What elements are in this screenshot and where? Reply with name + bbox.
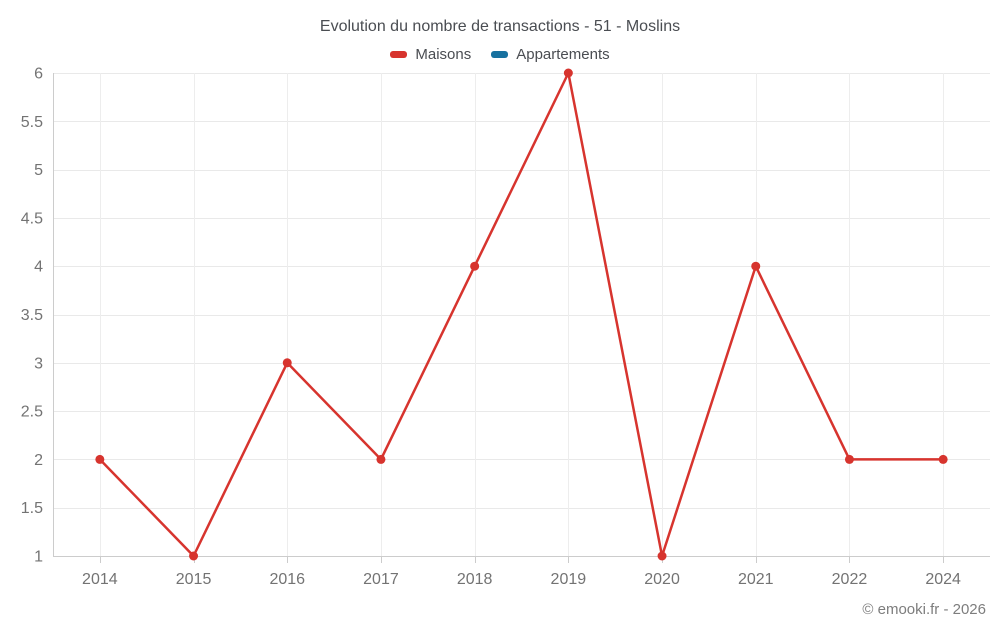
- maisons-data-point[interactable]: [95, 454, 105, 464]
- legend-item-appartements[interactable]: Appartements: [491, 46, 610, 63]
- legend-label-appartements: Appartements: [516, 46, 610, 63]
- maisons-data-point[interactable]: [844, 454, 854, 464]
- maisons-data-point[interactable]: [657, 551, 667, 561]
- y-tick-label: 2.5: [21, 404, 43, 421]
- maisons-data-point[interactable]: [470, 261, 480, 271]
- y-tick-label: 1.5: [21, 500, 43, 517]
- maisons-data-point[interactable]: [563, 68, 573, 78]
- x-tick-label: 2016: [269, 571, 305, 588]
- y-tick-label: 4: [34, 259, 43, 276]
- x-tick-label: 2024: [925, 571, 961, 588]
- legend-label-maisons: Maisons: [415, 46, 472, 63]
- maisons-swatch-icon: [390, 51, 408, 58]
- x-tick-label: 2015: [176, 571, 212, 588]
- y-tick-label: 4.5: [21, 210, 43, 227]
- maisons-data-point[interactable]: [376, 454, 386, 464]
- x-tick-label: 2021: [738, 571, 774, 588]
- legend-item-maisons[interactable]: Maisons: [390, 46, 471, 63]
- maisons-data-point[interactable]: [938, 454, 948, 464]
- maisons-data-point[interactable]: [189, 551, 199, 561]
- maisons-line: [98, 71, 945, 558]
- y-tick-label: 5.5: [21, 114, 43, 131]
- y-tick-label: 3: [34, 355, 43, 372]
- copyright-credit: © emooki.fr - 2026: [862, 601, 986, 618]
- appartements-swatch-icon: [491, 51, 509, 58]
- x-tick-label: 2020: [644, 571, 680, 588]
- x-tick-label: 2014: [82, 571, 118, 588]
- chart-title: Evolution du nombre de transactions - 51…: [319, 18, 681, 35]
- y-tick-label: 3.5: [21, 307, 43, 324]
- y-tick-label: 2: [34, 452, 43, 469]
- y-tick-label: 1: [34, 549, 43, 566]
- x-tick-label: 2018: [457, 571, 493, 588]
- legend: Maisons Appartements: [0, 46, 1000, 63]
- y-tick-label: 6: [34, 66, 43, 83]
- x-tick-label: 2022: [832, 571, 868, 588]
- y-tick-label: 5: [34, 162, 43, 179]
- maisons-data-point[interactable]: [751, 261, 761, 271]
- x-tick-label: 2017: [363, 571, 399, 588]
- maisons-data-point[interactable]: [282, 358, 292, 368]
- x-tick-label: 2019: [551, 571, 587, 588]
